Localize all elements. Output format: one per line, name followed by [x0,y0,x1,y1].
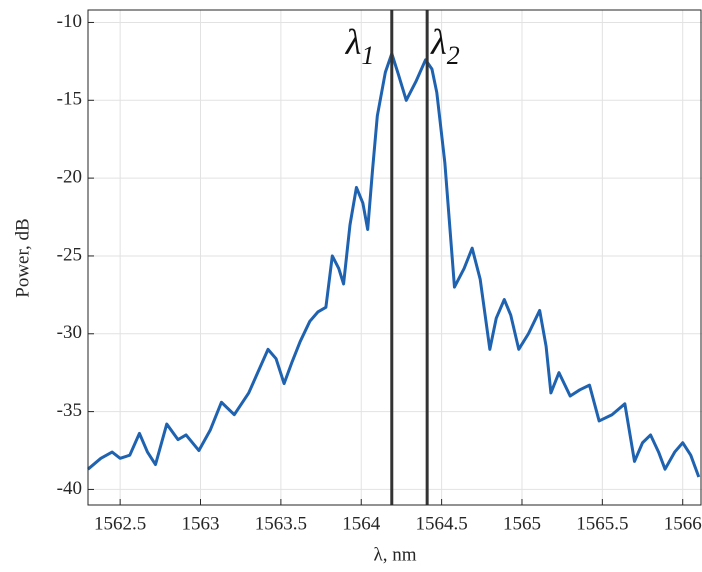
y-tick-label: -10 [57,11,82,32]
plot-area [88,10,702,505]
wavelength-label: λ2 [430,22,460,70]
wavelength-subscript: 1 [361,41,374,70]
x-tick-label: 1565.5 [576,513,628,534]
y-axis-label: Power, dB [12,218,33,297]
wavelength-symbol: λ [430,22,447,62]
x-tick-label: 1564 [342,513,381,534]
y-tick-label: -35 [57,400,82,421]
x-tick-label: 1564.5 [415,513,467,534]
wavelength-label: λ1 [345,22,375,70]
axes-box [87,9,702,506]
y-tick-label: -15 [57,89,82,110]
data-line [87,52,701,478]
y-tick-label: -40 [57,478,82,499]
wavelength-subscript: 2 [447,41,460,70]
x-tick-label: 1562.5 [94,513,146,534]
y-tick-label: -20 [57,166,82,187]
x-tick-label: 1565 [503,513,541,534]
x-axis-label: λ, nm [374,544,417,565]
x-tick-label: 1566 [664,513,702,534]
y-tick-label: -30 [57,322,82,343]
x-tick-label: 1563.5 [255,513,307,534]
y-tick-label: -25 [57,244,82,265]
x-tick-label: 1563 [182,513,220,534]
wavelength-symbol: λ [345,22,362,62]
